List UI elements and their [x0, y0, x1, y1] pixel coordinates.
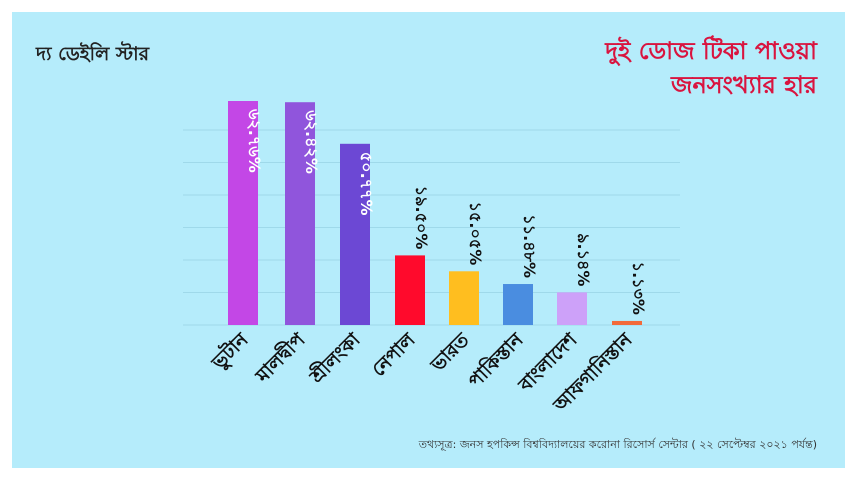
- bar: [340, 143, 370, 325]
- data-label: ১.১৩%: [629, 262, 648, 315]
- chart-title-block: দুই ডোজ টিকা পাওয়া জনসংখ্যার হার: [605, 34, 817, 102]
- data-label: ৬২.৭৬%: [245, 109, 264, 173]
- bar: [228, 101, 258, 325]
- chart-panel: [12, 12, 845, 468]
- chart-subtitle: জনসংখ্যার হার: [671, 71, 817, 99]
- data-label: ৯.১৪%: [574, 233, 593, 286]
- category-label: শ্রীলংকা: [304, 327, 366, 389]
- bar: [395, 255, 425, 325]
- data-label: ৬২.৪২%: [302, 110, 321, 174]
- category-label: মালদ্বীপ: [250, 327, 311, 388]
- bar: [612, 320, 642, 325]
- category-label: ভুটান: [206, 327, 255, 376]
- bar: [285, 102, 315, 326]
- chart-title: দুই ডোজ টিকা পাওয়া: [605, 37, 817, 65]
- data-label: ৫০.৭৭%: [357, 152, 376, 216]
- data-label: ১৫.০৫%: [466, 202, 485, 266]
- bar: [557, 292, 587, 325]
- logo: দ্য ডেইলি স্টার: [36, 43, 150, 65]
- category-label: নেপাল: [367, 328, 420, 381]
- bar: [503, 284, 533, 325]
- data-label: ১৯.৫০%: [412, 186, 431, 250]
- category-label: ভারত: [426, 328, 474, 376]
- data-label: ১১.৪৮%: [520, 214, 539, 278]
- bar: [449, 271, 479, 325]
- source-note: তথ্যসূত্র: জনস হপকিন্স বিশ্ববিদ্যালয়ের …: [418, 438, 817, 451]
